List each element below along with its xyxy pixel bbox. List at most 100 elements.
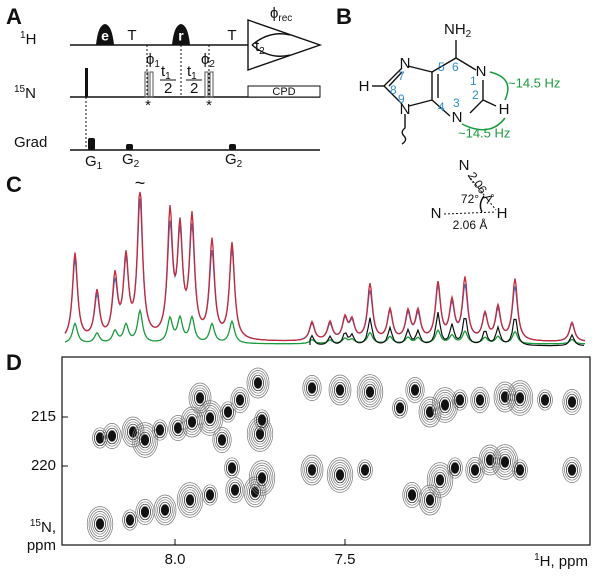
contour <box>418 484 442 516</box>
coupling: ~14.5 Hz <box>458 125 510 140</box>
angle: 72° <box>461 192 479 206</box>
contour <box>222 403 234 421</box>
contour <box>95 432 105 444</box>
sub: 1 <box>97 161 103 172</box>
frame <box>61 356 591 546</box>
cpd: CPD <box>272 86 295 98</box>
contour <box>495 449 515 475</box>
contour <box>256 469 268 487</box>
contour <box>302 457 322 483</box>
mass: 1 <box>20 30 26 41</box>
contour <box>500 456 510 468</box>
atom: H <box>497 205 508 222</box>
contour <box>537 389 553 411</box>
contour <box>254 409 270 431</box>
delay: T <box>127 27 136 44</box>
contour <box>139 503 151 521</box>
contour <box>152 419 168 441</box>
n-pulses <box>144 71 214 98</box>
mark: * <box>145 97 151 114</box>
contour <box>562 389 582 415</box>
contour <box>190 385 210 411</box>
contour <box>180 487 200 513</box>
contour <box>447 457 463 479</box>
contour <box>224 457 240 479</box>
row-label: Grad <box>14 134 47 151</box>
number: 9 <box>398 92 405 106</box>
contour <box>254 467 270 489</box>
grad-label: G2 <box>122 151 140 170</box>
contour <box>407 379 423 401</box>
dashed-lines <box>85 45 210 148</box>
contour <box>469 461 481 479</box>
contour <box>307 464 317 476</box>
contour <box>566 461 578 479</box>
contour <box>470 464 480 476</box>
contour <box>510 385 530 411</box>
contour <box>407 489 417 501</box>
contour <box>562 457 582 483</box>
symbol: H <box>26 31 37 48</box>
shaped-pulse <box>172 24 190 45</box>
t: t <box>161 63 166 80</box>
panel-label: D <box>6 350 22 375</box>
contour <box>192 387 208 409</box>
contour <box>420 487 440 513</box>
distance: 2.06 Å <box>453 217 488 232</box>
contour <box>452 389 468 411</box>
contour <box>92 513 108 535</box>
contour <box>434 471 446 489</box>
contour <box>159 501 171 519</box>
contour <box>306 461 318 479</box>
contour <box>216 431 228 449</box>
contour <box>392 397 408 419</box>
y-tick-label: 220 <box>31 457 56 474</box>
contour <box>356 374 384 410</box>
panel-b: B N N N N H H NH2 1 2 3 4 5 6 7 8 9 <box>336 4 560 232</box>
x-tick-label: 7.5 <box>335 551 356 568</box>
atom: N <box>400 55 411 72</box>
contour <box>334 466 346 484</box>
symbol: N <box>25 85 36 102</box>
contour <box>328 374 352 406</box>
contour <box>250 462 274 494</box>
contour <box>196 400 224 436</box>
contour <box>92 427 108 449</box>
contour <box>364 383 376 401</box>
sub: 2 <box>237 159 243 170</box>
contour <box>106 427 118 445</box>
coupling-arrow <box>489 71 509 101</box>
contour <box>137 501 153 523</box>
contour <box>409 381 421 399</box>
contour <box>232 389 248 411</box>
phase: ϕ1 <box>146 51 160 70</box>
contour <box>470 387 490 413</box>
contour <box>499 453 511 471</box>
contour <box>188 382 212 414</box>
contour <box>493 446 517 478</box>
contour <box>182 489 198 511</box>
contour <box>512 387 528 409</box>
contour <box>566 393 578 411</box>
contour <box>255 428 265 440</box>
contour <box>422 489 438 511</box>
contour <box>491 444 519 480</box>
contour <box>86 506 114 542</box>
acq-time: t2 <box>255 38 265 57</box>
geometry: N N H 2.06 Å 2.06 Å 72° <box>431 157 508 232</box>
contour <box>157 499 173 521</box>
contour <box>365 386 375 398</box>
panel-a: A 1H 15N Grad e r T T t2 ϕrec ϕ1 ϕ2 t1 2… <box>6 4 323 172</box>
contour <box>304 377 320 399</box>
rest: H, ppm <box>540 553 588 570</box>
contour <box>176 482 204 518</box>
contour <box>362 381 378 403</box>
contour <box>160 504 170 516</box>
den: 2 <box>190 80 198 97</box>
half-t: t1 <box>161 63 171 82</box>
contour <box>154 421 166 439</box>
cpd-box <box>247 85 321 98</box>
grad-label: G2 <box>225 151 243 170</box>
contour <box>227 479 243 501</box>
